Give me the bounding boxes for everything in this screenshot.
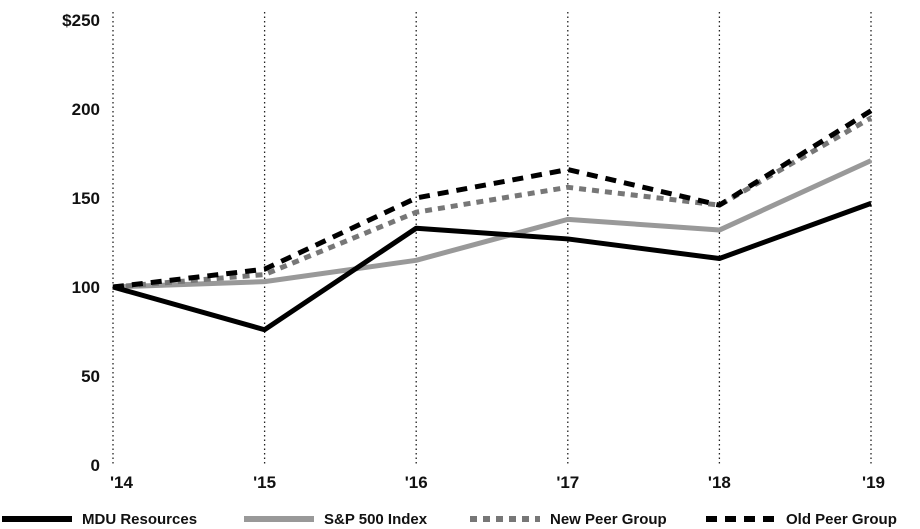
legend-label: S&P 500 Index	[324, 511, 428, 528]
legend-label: New Peer Group	[550, 511, 667, 528]
series-lines	[112, 108, 873, 333]
x-tick-label: '18	[708, 473, 731, 492]
series-line-new-peer-group	[112, 115, 873, 290]
x-tick-label: '14	[110, 473, 133, 492]
y-tick-label: 150	[72, 189, 100, 208]
x-tick-label: '17	[556, 473, 579, 492]
y-tick-label: 0	[91, 456, 100, 475]
legend-label: MDU Resources	[82, 511, 197, 528]
y-tick-label: 50	[81, 367, 100, 386]
y-tick-label: $250	[62, 11, 100, 30]
y-tick-label: 200	[72, 100, 100, 119]
x-tick-label: '16	[405, 473, 428, 492]
x-tick-label: '15	[253, 473, 276, 492]
legend: MDU Resources S&P 500 Index New Peer Group…	[2, 511, 897, 528]
y-tick-label: 100	[72, 278, 100, 297]
series-line-s-p-500-index	[112, 158, 873, 290]
legend-label: Old Peer Group	[786, 511, 897, 528]
series-line-mdu-resources	[112, 200, 872, 333]
y-axis: 0 50 100 150 200 $250	[62, 11, 100, 475]
x-axis: '14 '15 '16 '17 '18 '19	[110, 473, 885, 492]
x-tick-label: '19	[862, 473, 885, 492]
